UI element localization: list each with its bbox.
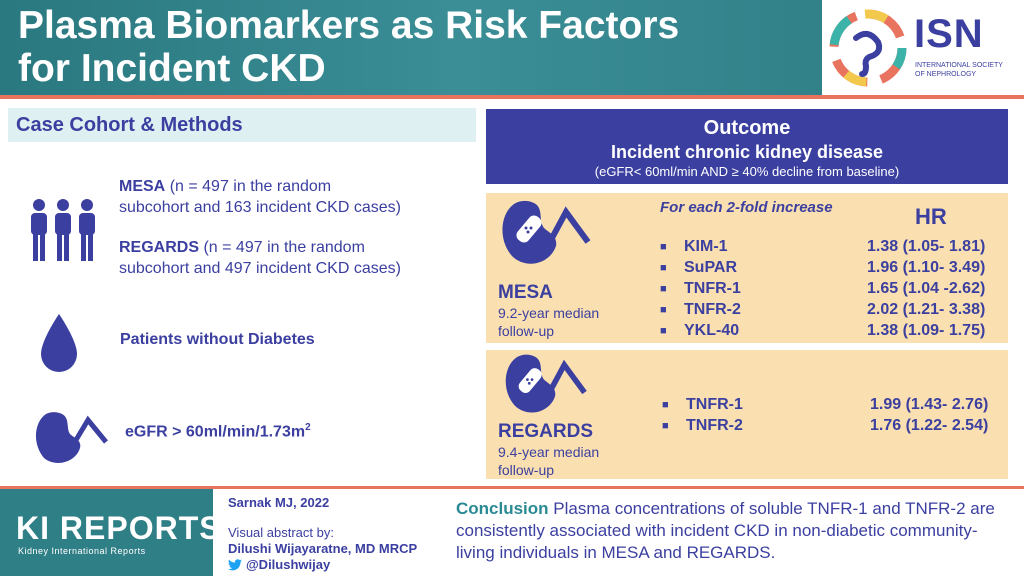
outcome-subheading: Incident chronic kidney disease [610,142,884,162]
author-name: Dilushi Wijayaratne, MD MRCP [228,541,418,556]
mesa-method-line-1: MESA (n = 497 in the random [119,176,331,198]
regards-panel [486,350,1008,479]
conclusion-text: Plasma concentrations of soluble TNFR-1 … [456,499,995,562]
regards-label: REGARDS [498,421,594,442]
kidney-bandage-icon [502,200,591,264]
journal-logo-area [0,489,213,576]
mesa-method-desc-b: subcohort and 163 incident CKD cases) [119,199,401,216]
mesa-hr-row: ■ TNFR-1 1.65 (1.04 -2.62) [660,280,1000,301]
hazard-ratio: 1.99 (1.43- 2.76) [870,396,989,413]
hazard-ratio: 1.38 (1.09- 1.75) [867,322,986,339]
regards-hr-row: ■ TNFR-2 1.76 (1.22- 2.54) [662,417,1002,438]
journal-full-name: Kidney International Reports [18,546,146,556]
biomarker-name: SuPAR [684,259,738,276]
twitter-handle[interactable]: @Dilushwijay [246,557,331,572]
biomarker-name: TNFR-2 [686,417,743,434]
regards-followup-a: 9.4-year median [498,444,600,460]
egfr-criterion: eGFR > 60ml/min/1.73m2 [125,417,311,443]
hazard-ratio: 1.96 (1.10- 3.49) [867,259,986,276]
bullet-icon: ■ [660,241,667,253]
hazard-ratio: 2.02 (1.21- 3.38) [867,301,986,318]
bullet-icon: ■ [662,399,669,411]
bullet-icon: ■ [660,304,667,316]
twitter-bird-icon [228,559,242,571]
outcome-definition: (eGFR< 60ml/min AND ≥ 40% decline from b… [594,164,900,179]
isn-full-name-line-2: OF NEPHROLOGY [915,71,977,78]
per-increase-label: For each 2-fold increase [660,199,833,216]
methods-heading-bar [8,108,476,142]
mesa-hr-row: ■ TNFR-2 2.02 (1.21- 3.38) [660,301,1000,322]
mesa-hr-row: ■ KIM-1 1.38 (1.05- 1.81) [660,238,1000,259]
biomarker-name: YKL-40 [684,322,740,339]
abstract-by-label: Visual abstract by: [228,525,334,540]
bullet-icon: ■ [660,283,667,295]
isn-emblem-icon [829,9,907,87]
no-diabetes-label: Patients without Diabetes [120,331,315,348]
mesa-label: MESA [498,282,553,303]
outcome-panel [486,109,1008,184]
ki-reports-logo: KI REPORTS [16,510,222,546]
biomarker-name: TNFR-2 [684,301,741,318]
mesa-hr-row: ■ YKL-40 1.38 (1.09- 1.75) [660,322,1000,343]
regards-followup-b: follow-up [498,462,555,478]
footer-divider [0,486,1024,489]
citation: Sarnak MJ, 2022 [228,495,330,510]
regards-method-desc-a: (n = 497 in the random [203,239,365,256]
blood-drop-icon [41,314,77,372]
regards-method-line-1: REGARDS (n = 497 in the random [119,237,365,259]
conclusion-heading: Conclusion [456,499,549,518]
isn-full-name-line-1: INTERNATIONAL SOCIETY [915,62,1003,69]
isn-logo-text: ISN [914,12,984,56]
hazard-ratio: 1.76 (1.22- 2.54) [870,417,989,434]
mesa-followup-b: follow-up [498,323,555,339]
credits-area [213,489,443,576]
hazard-ratio: 1.38 (1.05- 1.81) [867,238,986,255]
regards-method-name: REGARDS [119,239,200,256]
mesa-hr-row: ■ SuPAR 1.96 (1.10- 3.49) [660,259,1000,280]
title-line-2: for Incident CKD [18,47,326,90]
regards-hr-row: ■ TNFR-1 1.99 (1.43- 2.76) [662,396,1002,417]
hr-column-header: HR [915,204,947,229]
egfr-criterion-text: eGFR > 60ml/min/1.73m [125,423,306,441]
regards-hr-list: ■ TNFR-1 1.99 (1.43- 2.76) ■ TNFR-2 1.76… [662,396,1002,438]
mesa-followup-a: 9.2-year median [498,305,600,321]
biomarker-name: TNFR-1 [684,280,741,297]
people-group-icon [31,199,95,261]
outcome-heading: Outcome [703,117,791,139]
egfr-criterion-superscript: 2 [305,422,311,433]
bullet-icon: ■ [660,325,667,337]
hazard-ratio: 1.65 (1.04 -2.62) [867,280,986,297]
kidney-icon [35,412,108,463]
biomarker-name: KIM-1 [684,238,728,255]
mesa-method-name: MESA [119,178,166,195]
conclusion: Conclusion Plasma concentrations of solu… [456,498,1016,564]
methods-heading: Case Cohort & Methods [16,114,243,136]
biomarker-name: TNFR-1 [686,396,743,413]
header-divider [0,95,1024,99]
bullet-icon: ■ [660,262,667,274]
mesa-method-desc-a: (n = 497 in the random [169,178,332,195]
regards-method-desc-b: subcohort and 497 incident CKD cases) [119,260,401,277]
title-line-1: Plasma Biomarkers as Risk Factors [18,4,680,47]
bullet-icon: ■ [662,420,669,432]
mesa-hr-list: ■ KIM-1 1.38 (1.05- 1.81) ■ SuPAR 1.96 (… [660,238,1000,343]
kidney-bandage-icon [505,354,587,413]
